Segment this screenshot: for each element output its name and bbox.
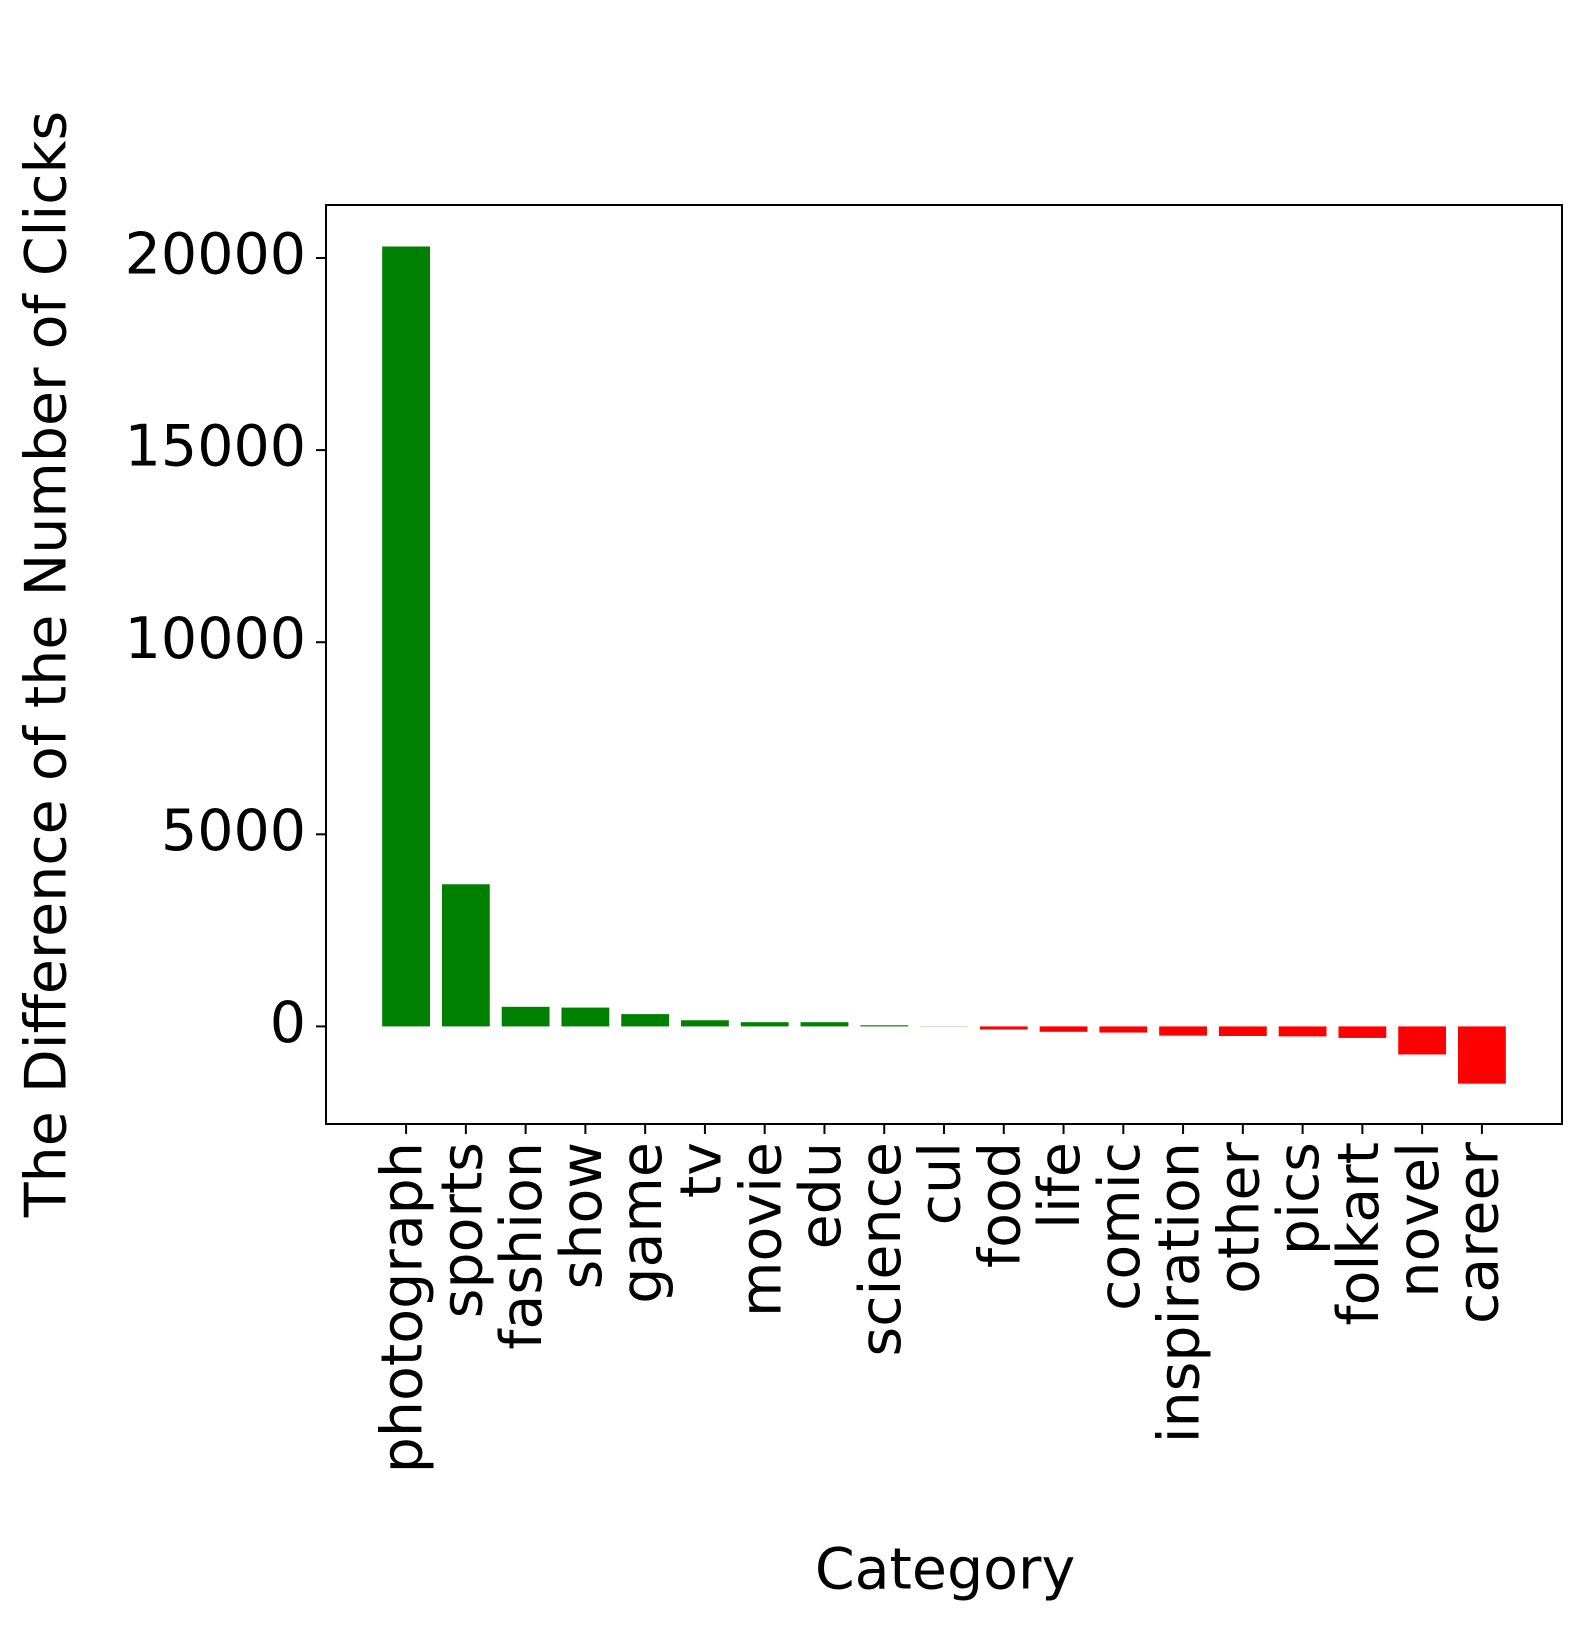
bar xyxy=(621,1014,670,1027)
x-tick-label: sports xyxy=(429,1142,495,1318)
x-tick-label: inspiration xyxy=(1147,1142,1213,1443)
x-tick-label: photograph xyxy=(370,1142,436,1473)
bar xyxy=(979,1026,1028,1030)
y-tick-label: 5000 xyxy=(161,798,306,864)
bar xyxy=(800,1022,849,1027)
bar xyxy=(1338,1026,1387,1038)
y-tick-label: 20000 xyxy=(125,222,306,288)
x-tick-label: cul xyxy=(908,1142,974,1225)
bar xyxy=(501,1006,550,1027)
bar xyxy=(1099,1026,1148,1033)
x-tick-label: science xyxy=(848,1142,914,1356)
bar xyxy=(561,1007,610,1027)
x-tick-label: folkart xyxy=(1326,1142,1392,1326)
x-tick-label: life xyxy=(1027,1142,1093,1229)
x-tick-label: tv xyxy=(669,1142,735,1198)
x-tick-label: other xyxy=(1206,1141,1272,1293)
x-axis-label: Category xyxy=(815,1537,1075,1603)
y-tick-label: 15000 xyxy=(125,414,306,480)
x-tick-label: edu xyxy=(788,1142,854,1249)
bar xyxy=(1039,1026,1088,1032)
bar xyxy=(740,1022,789,1027)
y-tick-label: 0 xyxy=(270,990,306,1056)
x-tick-label: career xyxy=(1446,1141,1512,1324)
bar xyxy=(681,1020,729,1027)
y-axis-label: The Difference of the Number of Clicks xyxy=(14,111,80,1219)
x-tick-label: movie xyxy=(728,1142,794,1317)
bar xyxy=(1458,1026,1506,1084)
bar xyxy=(441,884,490,1027)
bar xyxy=(382,246,430,1027)
x-tick-label: game xyxy=(609,1142,675,1304)
bar xyxy=(1398,1026,1447,1055)
bar xyxy=(1278,1026,1327,1037)
x-tick-label: fashion xyxy=(489,1142,555,1350)
x-tick-label: food xyxy=(967,1142,1033,1268)
bar xyxy=(860,1025,909,1027)
x-tick-label: show xyxy=(549,1142,615,1289)
plot-frame xyxy=(325,204,1563,1125)
bar xyxy=(1159,1026,1207,1036)
y-tick-label: 10000 xyxy=(125,606,306,672)
x-tick-label: pics xyxy=(1266,1142,1332,1255)
bar xyxy=(1218,1026,1267,1037)
x-tick-label: comic xyxy=(1087,1142,1153,1311)
x-tick-label: novel xyxy=(1386,1142,1452,1298)
